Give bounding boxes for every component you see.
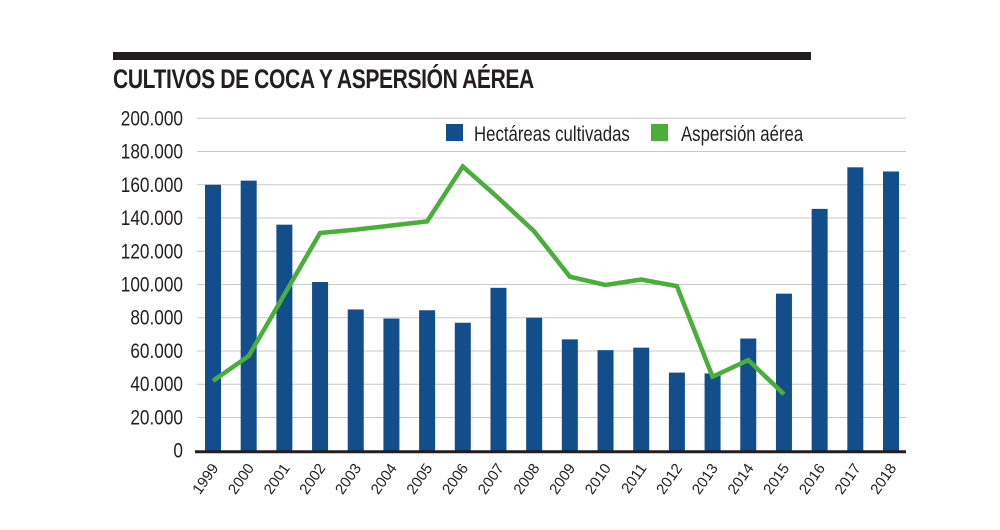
legend-label-hectareas: Hectáreas cultivadas <box>474 123 630 146</box>
bar-2007 <box>490 287 507 451</box>
x-tick-label: 2005 <box>403 461 436 498</box>
bar-2008 <box>526 317 543 451</box>
bar-2011 <box>633 347 650 451</box>
bar-2014 <box>740 338 757 451</box>
x-tick-label: 2007 <box>475 461 508 498</box>
x-tick-label: 2016 <box>796 461 829 498</box>
x-tick-label: 2017 <box>832 461 865 498</box>
bar-2003 <box>347 309 364 451</box>
x-tick-label: 2008 <box>510 461 543 498</box>
x-tick-label: 2014 <box>724 461 757 498</box>
bar-2006 <box>454 322 471 451</box>
x-tick-label: 2009 <box>546 461 579 498</box>
title-bar-decoration <box>113 52 811 60</box>
x-tick-label: 2018 <box>867 461 900 498</box>
x-tick-label: 2010 <box>582 461 615 498</box>
bar-2010 <box>597 350 614 451</box>
y-tick-label: 20.000 <box>130 407 183 430</box>
bar-1999 <box>205 184 221 451</box>
y-tick-label: 160.000 <box>121 174 183 197</box>
bar-2000 <box>240 180 257 451</box>
x-tick-label: 2011 <box>618 461 650 497</box>
bar-2013 <box>704 373 721 451</box>
x-tick-label: 2012 <box>653 461 686 498</box>
x-tick-label: 1999 <box>189 461 222 498</box>
legend-swatch-hectareas <box>446 124 463 141</box>
y-tick-label: 80.000 <box>130 307 183 330</box>
bar-2018 <box>883 171 899 451</box>
bar-2002 <box>312 282 329 451</box>
bar-2012 <box>668 372 685 451</box>
y-tick-label: 200.000 <box>121 108 183 131</box>
y-tick-label: 60.000 <box>130 340 183 363</box>
y-tick-label: 120.000 <box>121 241 183 264</box>
x-tick-label: 2006 <box>439 461 472 498</box>
x-tick-label: 2004 <box>368 461 401 498</box>
y-tick-label: 100.000 <box>121 274 183 297</box>
bar-2001 <box>276 224 293 451</box>
legend-swatch-aspersion <box>651 124 668 141</box>
x-tick-label: 2002 <box>296 461 329 498</box>
y-tick-label: 0 <box>173 440 183 463</box>
x-tick-label: 2000 <box>225 461 258 498</box>
y-tick-label: 40.000 <box>130 374 183 397</box>
bar-2017 <box>847 167 864 451</box>
y-tick-label: 180.000 <box>121 141 183 164</box>
chart-title: CULTIVOS DE COCA Y ASPERSIÓN AÉREA <box>113 64 534 94</box>
x-tick-label: 2001 <box>261 461 294 498</box>
x-tick-label: 2013 <box>689 461 722 498</box>
legend-label-aspersion: Aspersión aérea <box>681 123 804 146</box>
y-tick-label: 140.000 <box>121 208 183 231</box>
bar-2004 <box>383 318 400 451</box>
bar-2005 <box>419 310 436 451</box>
bar-2015 <box>775 293 792 451</box>
x-tick-label: 2015 <box>760 461 793 498</box>
x-tick-label: 2003 <box>332 461 365 498</box>
bar-2009 <box>561 339 578 451</box>
bar-2016 <box>811 208 828 451</box>
